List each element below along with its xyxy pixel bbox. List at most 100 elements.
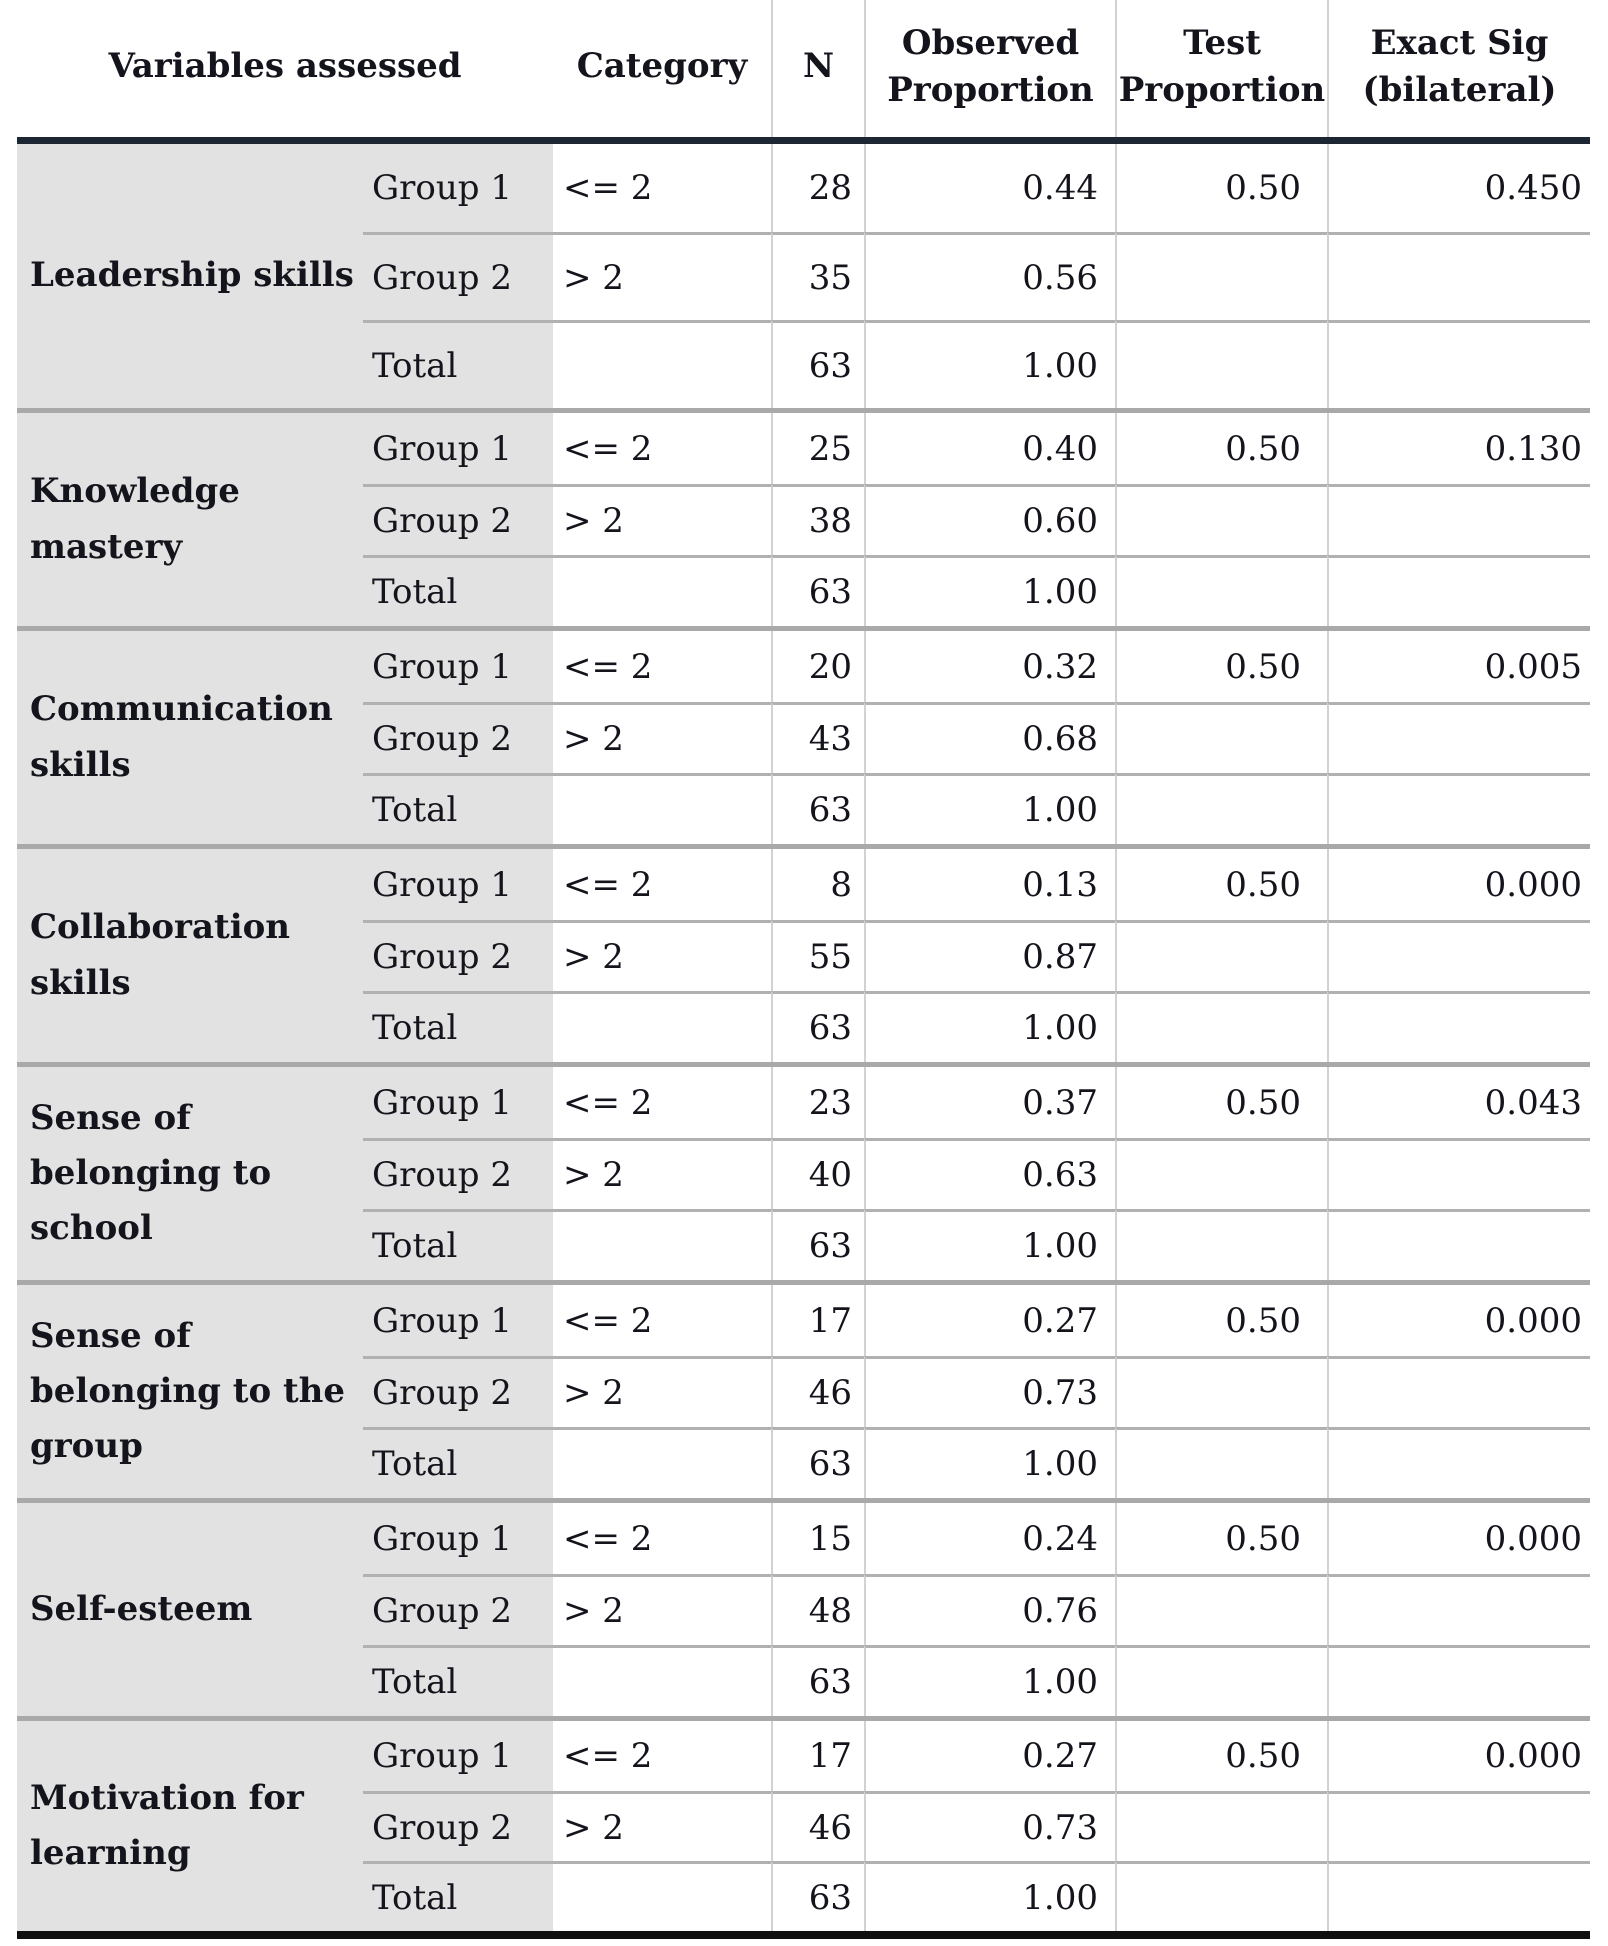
variable-block-collaboration-skills: Collaboration skills Group 1 <= 2 8 0.13… [17, 849, 1590, 1067]
test-proportion-value [1115, 232, 1327, 320]
exact-sig-value [1327, 484, 1590, 555]
group-label: Total [363, 555, 553, 626]
category-value: > 2 [553, 484, 771, 555]
group-label: Total [363, 1427, 553, 1498]
observed-proportion-value: 0.63 [864, 1138, 1115, 1209]
category-value [553, 1427, 771, 1498]
variable-name: Communication skills [17, 631, 363, 844]
variable-block-self-esteem: Self-esteem Group 1 <= 2 15 0.24 0.50 0.… [17, 1503, 1590, 1721]
group-label: Total [363, 1209, 553, 1280]
category-value: <= 2 [563, 1082, 653, 1123]
n-value: 35 [771, 232, 864, 320]
category-value: > 2 [553, 1791, 771, 1861]
category-value: <= 2 [563, 428, 653, 469]
n-value: 63 [771, 320, 864, 408]
observed-proportion-value: 1.00 [864, 1861, 1115, 1931]
test-proportion-value: 0.50 [1115, 1067, 1327, 1138]
exact-sig-value [1327, 991, 1590, 1062]
observed-proportion-value: 0.40 [864, 413, 1115, 484]
n-value: 55 [771, 920, 864, 991]
group-label: Group 1 [363, 413, 553, 484]
test-proportion-value: 0.50 [1115, 631, 1327, 702]
category-value: <= 2 [563, 864, 653, 905]
test-proportion-value [1115, 1791, 1327, 1861]
category-value [553, 991, 771, 1062]
n-value: 23 [771, 1067, 864, 1138]
observed-proportion-value: 0.87 [864, 920, 1115, 991]
exact-sig-value: 0.005 [1327, 631, 1590, 702]
observed-proportion-value: 0.56 [864, 232, 1115, 320]
exact-sig-value [1327, 232, 1590, 320]
group-label: Group 2 [363, 1791, 553, 1861]
test-proportion-value [1115, 484, 1327, 555]
variable-block-sense-of-belonging-to-school: Sense of belonging to school Group 1 <= … [17, 1067, 1590, 1285]
group-label: Total [363, 991, 553, 1062]
test-proportion-value [1115, 991, 1327, 1062]
group-label: Group 1 [363, 1721, 553, 1791]
exact-sig-value [1327, 1645, 1590, 1716]
category-value [553, 773, 771, 844]
category-value: <= 2 [563, 646, 653, 687]
group-label: Group 1 [363, 1503, 553, 1574]
observed-proportion-value: 1.00 [864, 773, 1115, 844]
exact-sig-value [1327, 1574, 1590, 1645]
observed-proportion-value: 1.00 [864, 991, 1115, 1062]
test-proportion-value: 0.50 [1115, 413, 1327, 484]
header-n: N [771, 0, 864, 137]
variable-name: Collaboration skills [17, 849, 363, 1062]
test-proportion-value: 0.50 [1115, 849, 1327, 920]
variable-block-sense-of-belonging-to-the-group: Sense of belonging to the group Group 1 … [17, 1285, 1590, 1503]
observed-proportion-value: 0.27 [864, 1285, 1115, 1356]
exact-sig-value [1327, 702, 1590, 773]
category-value: > 2 [553, 920, 771, 991]
observed-proportion-value: 0.32 [864, 631, 1115, 702]
category-value [553, 1209, 771, 1280]
exact-sig-value: 0.000 [1327, 1503, 1590, 1574]
observed-proportion-value: 1.00 [864, 320, 1115, 408]
variable-name: Self-esteem [17, 1503, 363, 1716]
test-proportion-value [1115, 773, 1327, 844]
variable-block-leadership-skills: Leadership skills Group 1 <= 2 28 0.44 0… [17, 144, 1590, 413]
variable-name: Knowledge mastery [17, 413, 363, 626]
test-proportion-value: 0.50 [1115, 1285, 1327, 1356]
exact-sig-value [1327, 1356, 1590, 1427]
observed-proportion-value: 1.00 [864, 555, 1115, 626]
group-label: Group 2 [363, 1574, 553, 1645]
group-label: Group 2 [363, 484, 553, 555]
group-label: Group 1 [363, 144, 553, 232]
header-variables-assessed: Variables assessed [108, 46, 462, 87]
group-label: Group 1 [363, 1285, 553, 1356]
test-proportion-value [1115, 920, 1327, 991]
observed-proportion-value: 0.68 [864, 702, 1115, 773]
n-value: 8 [771, 849, 864, 920]
group-label: Group 1 [363, 1067, 553, 1138]
exact-sig-value [1327, 555, 1590, 626]
observed-proportion-value: 1.00 [864, 1645, 1115, 1716]
observed-proportion-value: 0.24 [864, 1503, 1115, 1574]
n-value: 17 [771, 1721, 864, 1791]
n-value: 63 [771, 1645, 864, 1716]
category-value: <= 2 [563, 1518, 653, 1559]
n-value: 15 [771, 1503, 864, 1574]
category-value: > 2 [553, 702, 771, 773]
test-proportion-value [1115, 702, 1327, 773]
exact-sig-value [1327, 773, 1590, 844]
test-proportion-value [1115, 1574, 1327, 1645]
exact-sig-value [1327, 1209, 1590, 1280]
header-exact-sig: Exact Sig (bilateral) [1327, 0, 1590, 137]
group-label: Group 1 [363, 631, 553, 702]
n-value: 63 [771, 773, 864, 844]
group-label: Total [363, 773, 553, 844]
test-proportion-value [1115, 1356, 1327, 1427]
variable-name: Sense of belonging to the group [17, 1285, 363, 1498]
n-value: 63 [771, 1209, 864, 1280]
header-category: Category [576, 46, 748, 87]
category-value: <= 2 [563, 1300, 653, 1341]
exact-sig-value: 0.000 [1327, 849, 1590, 920]
observed-proportion-value: 1.00 [864, 1427, 1115, 1498]
n-value: 25 [771, 413, 864, 484]
observed-proportion-value: 0.27 [864, 1721, 1115, 1791]
n-value: 38 [771, 484, 864, 555]
observed-proportion-value: 0.73 [864, 1791, 1115, 1861]
group-label: Group 2 [363, 232, 553, 320]
